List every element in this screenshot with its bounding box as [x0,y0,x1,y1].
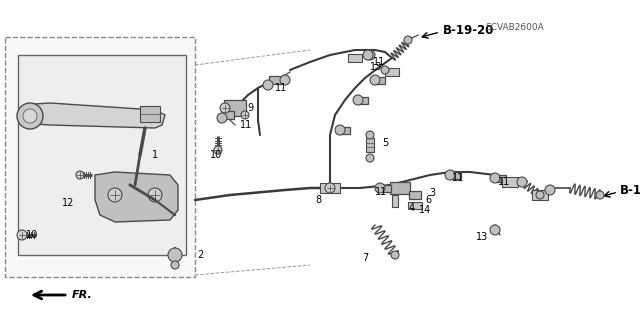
Text: 8: 8 [315,195,321,205]
Circle shape [17,230,27,240]
Circle shape [217,113,227,123]
Circle shape [108,188,122,202]
Circle shape [335,125,345,135]
Text: 1: 1 [152,150,158,160]
Text: 11: 11 [373,57,385,67]
Circle shape [370,75,380,85]
Text: 9: 9 [247,103,253,113]
Circle shape [220,103,230,113]
Polygon shape [25,103,165,128]
Bar [340,127,350,133]
Circle shape [353,95,363,105]
Circle shape [171,261,179,269]
Circle shape [381,66,389,74]
Text: 7: 7 [362,253,368,263]
Text: 6: 6 [425,195,431,205]
Bar [5,37,195,277]
Bar [408,202,422,209]
Text: 13: 13 [476,232,488,242]
Text: 10: 10 [210,150,222,160]
Circle shape [214,146,222,154]
Text: 3: 3 [429,188,435,198]
Circle shape [17,103,43,129]
Circle shape [366,154,374,162]
Circle shape [23,109,37,123]
Circle shape [517,177,527,187]
Circle shape [280,75,290,85]
Text: 11: 11 [452,173,464,183]
Text: B-19-20: B-19-20 [443,24,494,36]
Text: FR.: FR. [72,290,93,300]
Circle shape [545,185,555,195]
Text: 5: 5 [382,138,388,148]
Circle shape [76,171,84,179]
Text: 2: 2 [197,250,203,260]
Bar [348,54,362,62]
Circle shape [536,191,544,199]
Bar [392,195,398,207]
Polygon shape [95,172,178,222]
Circle shape [363,50,373,60]
Bar [140,106,160,122]
Circle shape [490,225,500,235]
Circle shape [375,183,385,193]
Text: 13: 13 [370,62,382,72]
Bar [385,68,399,76]
Circle shape [596,191,604,199]
Circle shape [490,173,500,183]
Circle shape [325,183,335,193]
Bar [320,183,340,193]
Text: 11: 11 [498,177,510,187]
Bar [409,191,421,199]
Text: 11: 11 [240,120,252,130]
Bar [451,172,461,179]
Text: SCVAB2600A: SCVAB2600A [486,23,545,32]
Text: 12: 12 [62,198,74,208]
Bar [269,76,281,84]
Text: 14: 14 [419,205,431,215]
Bar [496,174,506,182]
Bar [366,138,374,152]
Text: B-19-20: B-19-20 [620,183,640,197]
Bar [358,97,368,103]
Circle shape [404,36,412,44]
Bar [502,177,518,187]
Circle shape [241,111,249,119]
Text: 11: 11 [275,83,287,93]
Text: 4: 4 [409,203,415,213]
Bar [224,100,246,116]
Text: 10: 10 [26,230,38,240]
Bar [390,182,410,194]
Text: 11: 11 [375,187,387,197]
Circle shape [391,251,399,259]
Circle shape [365,50,375,60]
Circle shape [168,248,182,262]
Bar [222,111,234,119]
Bar [532,190,548,200]
Circle shape [366,131,374,139]
Bar [18,55,186,255]
Circle shape [445,170,455,180]
Bar [381,184,391,191]
Bar [375,77,385,84]
Circle shape [148,188,162,202]
Circle shape [263,80,273,90]
